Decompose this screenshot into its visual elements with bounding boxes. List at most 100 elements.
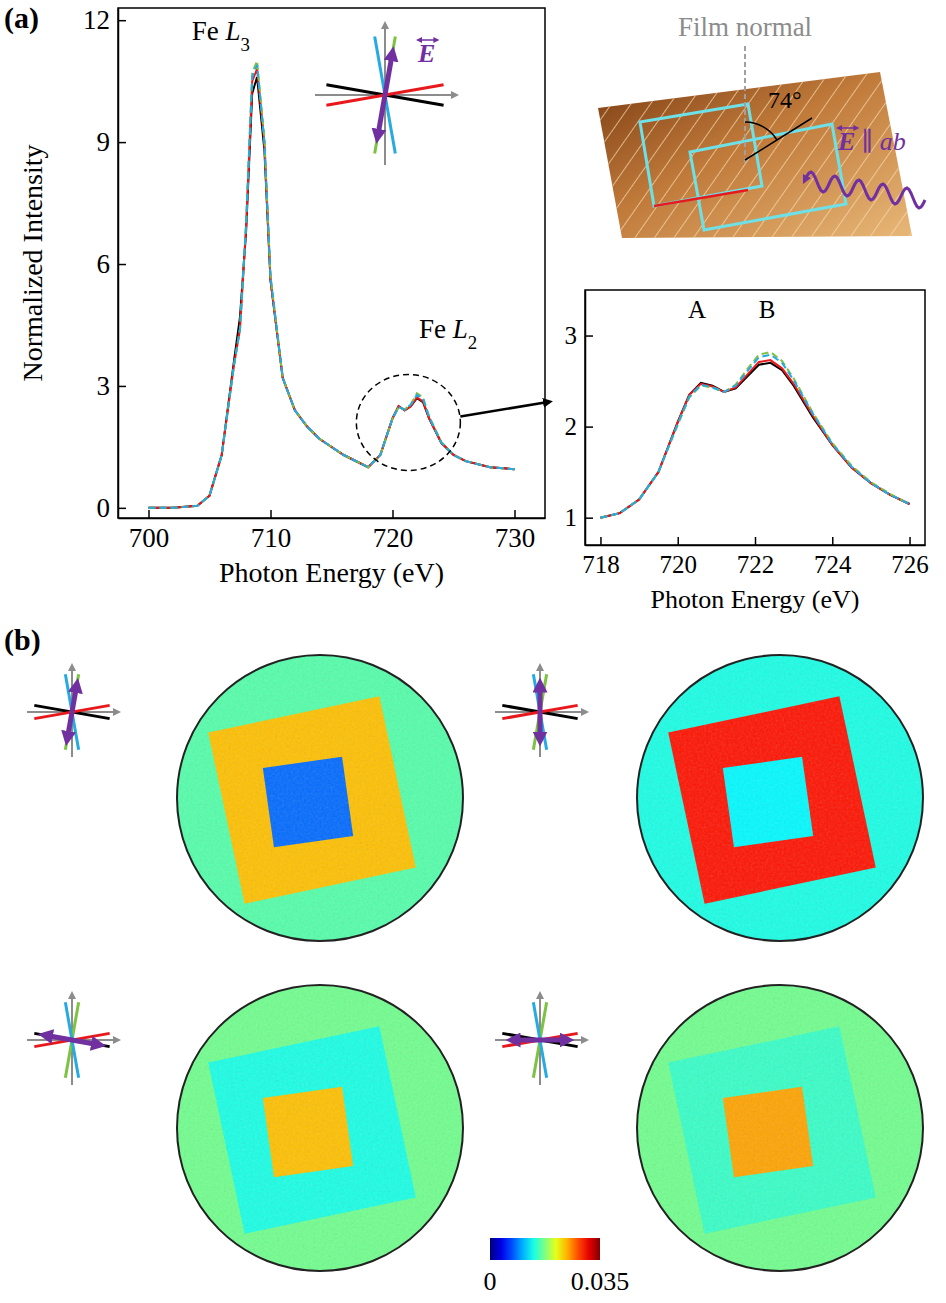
y-tick-mark xyxy=(585,517,593,519)
polarization-icon xyxy=(495,667,585,757)
x-tick-label: 700 xyxy=(129,523,170,553)
x-tick-label: 722 xyxy=(737,551,775,578)
y-tick-mark xyxy=(118,20,126,22)
x-tick-mark xyxy=(600,537,602,545)
peem-map-cells xyxy=(637,985,923,1271)
spectrum-line xyxy=(600,355,909,518)
peak-label-text: A xyxy=(688,296,706,323)
x-tick: 730 xyxy=(495,510,536,553)
map-outline xyxy=(637,655,923,941)
colorbar-tick-label: 0 xyxy=(484,1267,497,1296)
map-speckle xyxy=(637,985,923,1271)
x-axis-title: Photon Energy (eV) xyxy=(651,585,860,614)
peem-map-cells xyxy=(177,655,463,941)
axis-arrow xyxy=(495,1039,585,1041)
x-tick-mark xyxy=(514,510,516,518)
angle-label: 74° xyxy=(768,87,802,113)
zoom-arrow xyxy=(460,402,548,417)
panel-label: (b) xyxy=(4,623,41,657)
polarization-arrow xyxy=(538,685,543,739)
map-outline xyxy=(177,985,463,1271)
y-tick-mark xyxy=(118,264,126,266)
y-axis-title: Normalized Intensity xyxy=(17,144,48,381)
map-speckle xyxy=(177,985,463,1271)
peak-label: B xyxy=(759,296,776,323)
y-axis-line xyxy=(118,9,120,519)
vector-arrow xyxy=(419,39,436,41)
polarization-schematic xyxy=(315,25,455,165)
y-tick-label: 0 xyxy=(97,493,111,523)
map-speckle xyxy=(637,655,923,941)
y-axis: 0 3 6 9 12 xyxy=(83,5,126,523)
domain-line xyxy=(533,674,546,749)
y-tick: 9 xyxy=(97,127,127,157)
y-axis: 123 xyxy=(565,291,594,546)
map-speckle xyxy=(177,655,463,941)
y-tick-label: 6 xyxy=(97,249,111,279)
unit-cell-outline xyxy=(640,104,762,206)
plot-frame xyxy=(585,290,925,545)
polarization-icon xyxy=(27,995,117,1085)
x-tick: 710 xyxy=(251,510,292,553)
y-tick: 0 xyxy=(97,493,127,523)
peak-label-subscript: 2 xyxy=(468,332,477,353)
peem-map-cells xyxy=(177,985,463,1271)
red-edge xyxy=(654,190,748,206)
x-tick-mark xyxy=(677,537,679,545)
y-tick-label: 12 xyxy=(83,5,110,35)
plot-lines xyxy=(600,352,909,518)
domain-line xyxy=(375,36,396,153)
x-axis-title: Photon Energy (eV) xyxy=(219,557,444,588)
axis-arrow xyxy=(539,667,541,757)
peem-map xyxy=(637,985,923,1271)
y-tick: 3 xyxy=(565,322,594,349)
peak-label-text: B xyxy=(759,296,776,323)
x-axis: 718720722724726 xyxy=(582,537,929,578)
y-tick-mark xyxy=(118,142,126,144)
polarization-arrow xyxy=(45,1035,98,1044)
x-axis: 700 710 720 730 xyxy=(119,510,546,553)
map-background xyxy=(177,985,463,1271)
film-normal-label: Film normal xyxy=(678,12,812,42)
x-tick-mark xyxy=(832,537,834,545)
x-tick-label: 726 xyxy=(891,551,929,578)
peak-label: Fe L2 xyxy=(419,314,477,353)
unit-cell-outline xyxy=(690,124,846,230)
map-background xyxy=(637,655,923,941)
domain-line xyxy=(375,36,396,153)
y-tick: 6 xyxy=(97,249,127,279)
spectrum-line xyxy=(149,77,515,508)
x-tick-mark xyxy=(392,510,394,518)
y-tick-label: 3 xyxy=(565,322,578,349)
spectrum-chart: 718720722724726123Photon Energy (eV)AB xyxy=(565,290,929,614)
figure: (a) (b) 700 710 720 730 0 3 6 9 12 Photon Energy (e… xyxy=(0,0,946,1303)
x-tick-label: 724 xyxy=(814,551,852,578)
y-tick-mark xyxy=(585,335,593,337)
plot-frame xyxy=(118,8,545,518)
x-tick: 700 xyxy=(129,510,170,553)
x-tick: 726 xyxy=(891,537,929,578)
x-tick-mark xyxy=(270,510,272,518)
x-tick-label: 730 xyxy=(495,523,536,553)
x-tick-mark xyxy=(148,510,150,518)
peem-map xyxy=(177,655,463,941)
map-background xyxy=(637,985,923,1271)
zoom-circle xyxy=(356,375,460,471)
x-tick-label: 710 xyxy=(251,523,292,553)
x-tick: 724 xyxy=(814,537,852,578)
polarization-arrow xyxy=(378,54,393,137)
panel-label: (a) xyxy=(4,1,39,35)
x-axis-line xyxy=(119,518,546,520)
colorbar-tick-label: 0.035 xyxy=(571,1267,630,1296)
x-tick-label: 718 xyxy=(582,551,620,578)
x-tick-mark xyxy=(755,537,757,545)
x-tick: 718 xyxy=(582,537,620,578)
domain-line xyxy=(65,674,78,749)
afm-picture: Film normal74°E∥ ab xyxy=(598,12,925,238)
peem-map xyxy=(637,655,923,941)
peak-label: A xyxy=(688,296,706,323)
y-tick-label: 3 xyxy=(97,371,111,401)
x-tick-label: 720 xyxy=(373,523,414,553)
vector-symbol: E xyxy=(417,39,435,68)
spectrum-line xyxy=(149,61,515,508)
